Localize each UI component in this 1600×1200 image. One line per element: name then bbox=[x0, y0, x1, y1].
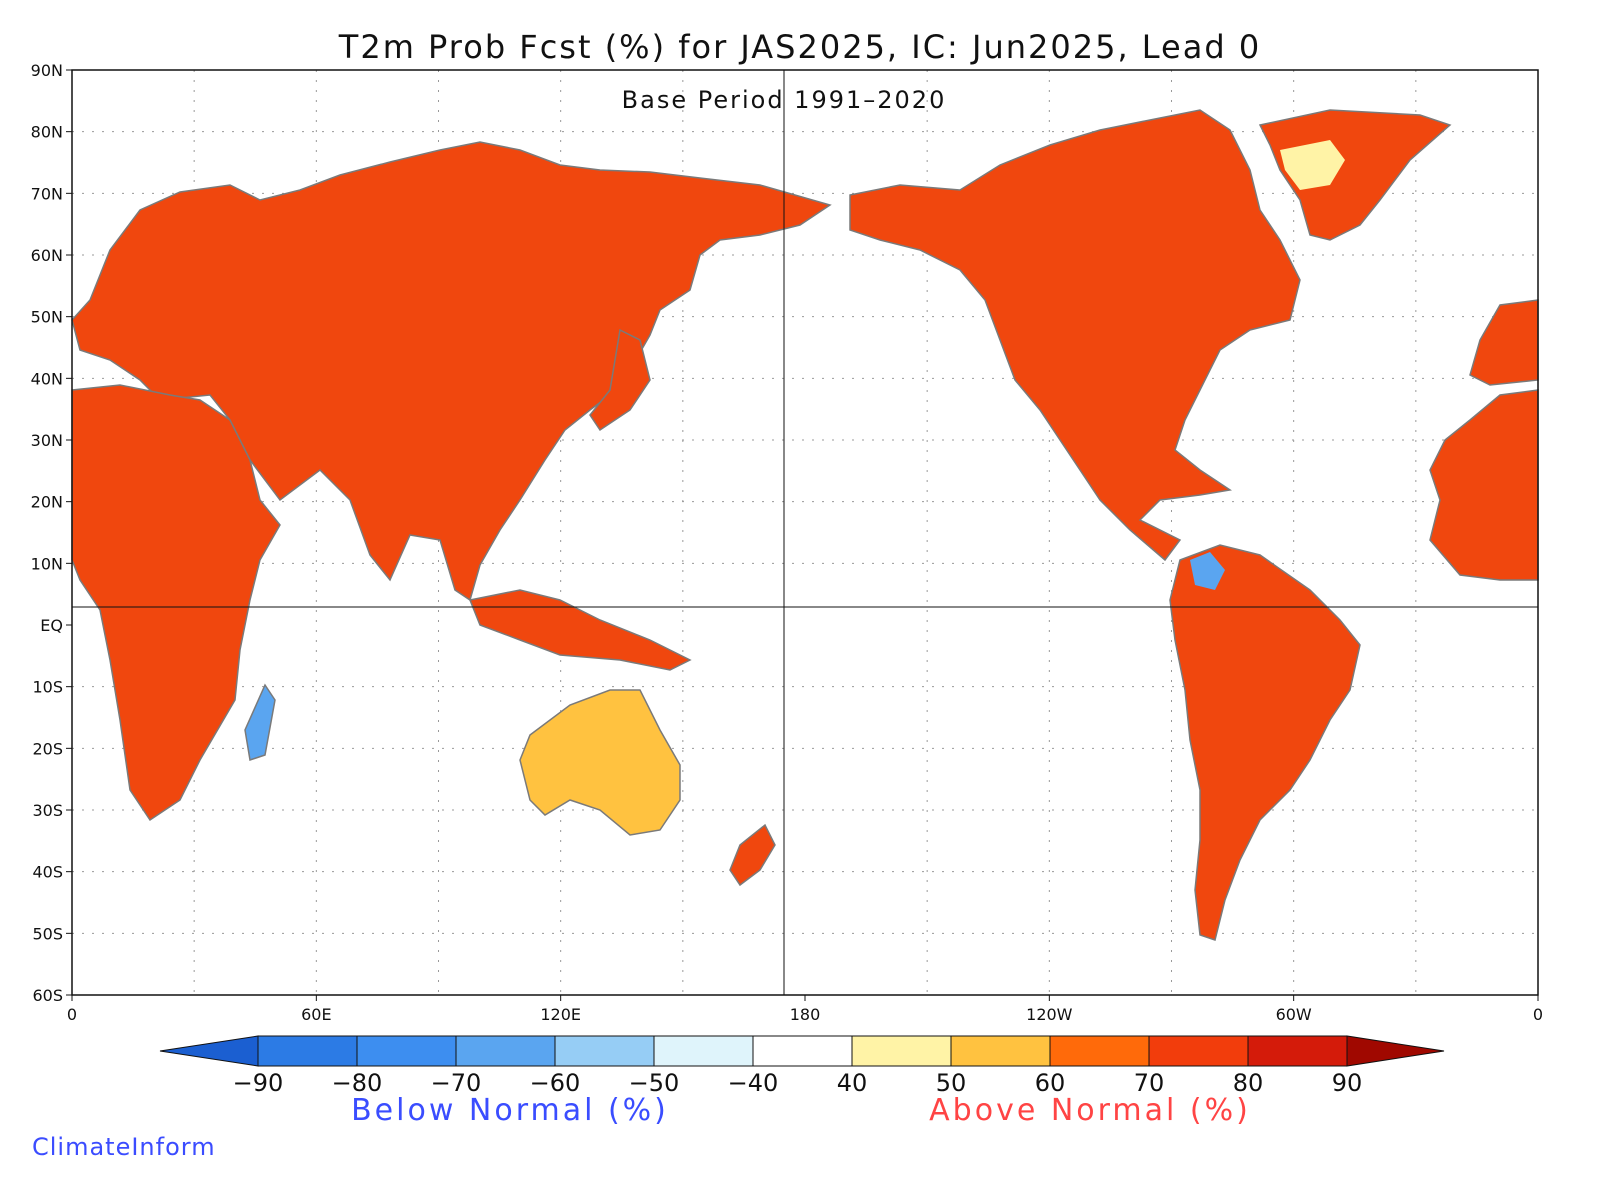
lat-tick-label: 80N bbox=[31, 123, 63, 142]
map-title: T2m Prob Fcst (%) for JAS2025, IC: Jun20… bbox=[338, 28, 1261, 66]
lat-tick-label: 40N bbox=[31, 369, 63, 388]
madagascar-landmass bbox=[244, 683, 276, 761]
west-africa-right-edge bbox=[1429, 389, 1539, 581]
north-america-landmass bbox=[849, 109, 1301, 562]
lon-tick-label: 60E bbox=[301, 1005, 331, 1024]
colorbar-tick-label: −70 bbox=[431, 1069, 482, 1097]
land-forecast-shading bbox=[71, 109, 1539, 941]
lat-tick-label: 30S bbox=[32, 801, 63, 820]
colorbar-swatch bbox=[356, 1035, 457, 1067]
colorbar-tick-label: −40 bbox=[728, 1069, 779, 1097]
lat-tick-label: 20N bbox=[31, 493, 63, 512]
lat-tick-label: 50N bbox=[31, 308, 63, 327]
lat-tick-label: 90N bbox=[31, 61, 63, 80]
colorbar-swatch bbox=[257, 1035, 358, 1067]
colorbar-swatch bbox=[950, 1035, 1051, 1067]
colorbar-tick-label: −50 bbox=[629, 1069, 680, 1097]
colorbar-tick-labels: −90 −80 −70 −60 −50 −40 40 50 60 70 80 90 bbox=[233, 1069, 1363, 1097]
below-normal-caption: Below Normal (%) bbox=[351, 1093, 669, 1128]
above-normal-caption: Above Normal (%) bbox=[929, 1093, 1251, 1128]
colorbar-swatch bbox=[1148, 1035, 1249, 1067]
base-period-subtitle: Base Period 1991–2020 bbox=[622, 86, 947, 114]
lon-tick-label: 60W bbox=[1276, 1005, 1312, 1024]
lon-tick-label: 0 bbox=[67, 1005, 77, 1024]
greenland-landmass bbox=[1258, 109, 1452, 241]
lat-tick-label: EQ bbox=[40, 616, 63, 635]
colorbar-tick-label: 40 bbox=[837, 1069, 868, 1097]
colorbar-tick-label: −80 bbox=[332, 1069, 383, 1097]
colorbar-tick-label: 70 bbox=[1134, 1069, 1165, 1097]
lat-tick-label: 20S bbox=[32, 739, 63, 758]
lat-tick-label: 50S bbox=[32, 924, 63, 943]
colorbar-swatch bbox=[1049, 1035, 1150, 1067]
colorbar-swatch bbox=[851, 1035, 952, 1067]
credit-label: ClimateInform bbox=[32, 1133, 216, 1161]
colorbar-swatch bbox=[752, 1035, 853, 1067]
lat-tick-label: 60N bbox=[31, 246, 63, 265]
africa-landmass bbox=[71, 384, 281, 822]
australia-landmass bbox=[519, 689, 681, 836]
colorbar-swatch bbox=[653, 1035, 754, 1067]
colorbar-tick-label: −90 bbox=[233, 1069, 284, 1097]
colorbar-tick-label: 50 bbox=[936, 1069, 967, 1097]
longitude-axis: 0 60E 120E 180 120W 60W 0 bbox=[67, 995, 1543, 1024]
colorbar-swatch bbox=[455, 1035, 556, 1067]
lat-tick-label: 10N bbox=[31, 554, 63, 573]
colorbar-tick-label: 60 bbox=[1035, 1069, 1066, 1097]
maritime-southeast-asia bbox=[468, 589, 692, 671]
greenland-interior bbox=[1280, 140, 1345, 190]
lon-tick-label: 120E bbox=[540, 1005, 581, 1024]
new-zealand-landmass bbox=[729, 823, 776, 887]
south-america-blue-patch bbox=[1190, 552, 1225, 590]
colorbar-tick-label: 80 bbox=[1233, 1069, 1264, 1097]
lon-tick-label: 120W bbox=[1026, 1005, 1073, 1024]
japan-landmass bbox=[589, 328, 651, 432]
eurasia-landmass bbox=[71, 141, 832, 602]
latitude-axis: 90N 80N 70N 60N 50N 40N 30N 20N 10N EQ 10S 20S 30S 40… bbox=[31, 61, 72, 1005]
lat-tick-label: 70N bbox=[31, 184, 63, 203]
colorbar-swatch bbox=[554, 1035, 655, 1067]
lat-tick-label: 40S bbox=[32, 863, 63, 882]
colorbar bbox=[159, 1035, 1445, 1067]
colorbar-swatch bbox=[1247, 1035, 1348, 1067]
lat-tick-label: 10S bbox=[32, 678, 63, 697]
lat-tick-label: 30N bbox=[31, 431, 63, 450]
colorbar-low-arrow bbox=[159, 1035, 259, 1067]
colorbar-high-arrow bbox=[1346, 1035, 1445, 1067]
lat-tick-label: 60S bbox=[32, 986, 63, 1005]
colorbar-tick-label: −60 bbox=[530, 1069, 581, 1097]
colorbar-tick-label: 90 bbox=[1332, 1069, 1363, 1097]
lon-tick-label: 0 bbox=[1533, 1005, 1543, 1024]
lon-tick-label: 180 bbox=[790, 1005, 821, 1024]
south-america-landmass bbox=[1169, 544, 1361, 941]
